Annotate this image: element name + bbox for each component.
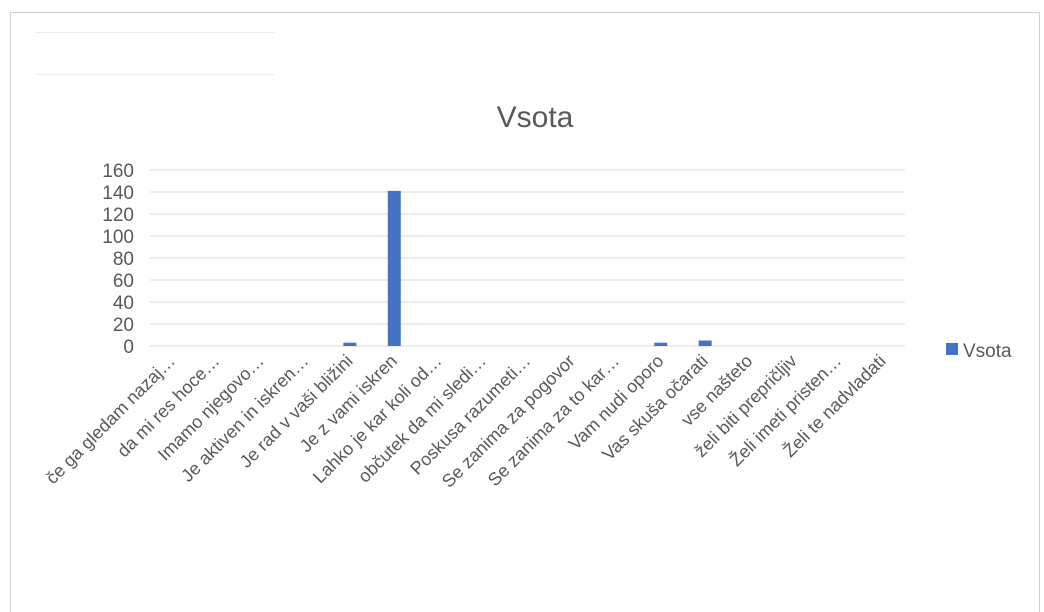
bar	[343, 342, 357, 346]
legend-swatch	[946, 343, 958, 355]
bar	[654, 342, 668, 346]
faint-divider-bottom	[35, 74, 275, 75]
y-tick-label: 60	[113, 271, 134, 292]
x-axis-labels: če ga gledam nazaj…da mi res hoce…Imamo …	[42, 351, 890, 492]
y-tick-label: 160	[102, 161, 134, 182]
chart-title: Vsota	[497, 101, 574, 134]
y-tick-label: 20	[113, 315, 134, 336]
bars	[343, 190, 712, 346]
y-tick-label: 140	[102, 183, 134, 204]
faint-divider-top	[35, 32, 275, 33]
chart-frame	[10, 12, 1040, 612]
bar	[698, 340, 712, 346]
y-tick-label: 100	[102, 227, 134, 248]
y-tick-label: 0	[123, 337, 134, 358]
y-tick-label: 40	[113, 293, 134, 314]
y-tick-label: 80	[113, 249, 134, 270]
y-tick-label: 120	[102, 205, 134, 226]
bar	[387, 190, 401, 346]
legend: Vsota	[946, 341, 1012, 362]
gridlines	[150, 169, 905, 347]
legend-label: Vsota	[963, 341, 1012, 362]
